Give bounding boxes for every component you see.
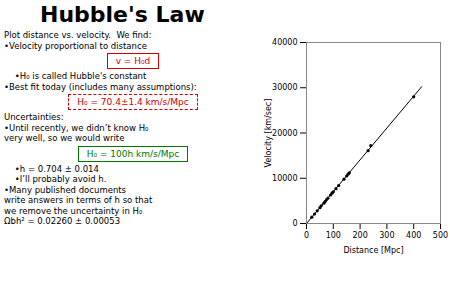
svg-text:30000: 30000 <box>272 83 297 92</box>
html-text:•Until recently, we didn’t kno: •Until recently, we didn’t know H₀ <box>4 122 149 133</box>
svg-text:500: 500 <box>433 231 448 240</box>
html-text:•Velocity proportional to dist: •Velocity proportional to distance <box>4 40 147 51</box>
html-text:Hubble's Law: Hubble's Law <box>40 2 205 27</box>
html-text:Uncertainties:: Uncertainties: <box>4 112 64 122</box>
html-text:•H₀ is called Hubble's constan: •H₀ is called Hubble's constant <box>4 71 147 81</box>
html-text:very well, so we would write: very well, so we would write <box>4 133 125 143</box>
html-text:•Many published documents: •Many published documents <box>4 184 126 195</box>
html-text:•I’ll probably avoid h.: •I’ll probably avoid h. <box>4 174 107 184</box>
svg-text:Velocity [km/sec]: Velocity [km/sec] <box>264 99 273 168</box>
svg-text:100: 100 <box>326 231 341 240</box>
html-text:•h = 0.704 ± 0.014: •h = 0.704 ± 0.014 <box>4 163 99 174</box>
html-text:v = H₀d: v = H₀d <box>115 56 151 66</box>
svg-text:0: 0 <box>292 219 297 228</box>
html-text:Plot distance vs. velocity. We: Plot distance vs. velocity. We find: <box>4 30 152 40</box>
svg-text:Distance [Mpc]: Distance [Mpc] <box>343 246 403 255</box>
html-text:write answers in terms of h so: write answers in terms of h so that <box>4 195 153 205</box>
svg-text:40000: 40000 <box>272 38 297 47</box>
html-text:H₀ = 70.4±1.4 km/s/Mpc: H₀ = 70.4±1.4 km/s/Mpc <box>77 97 189 107</box>
svg-text:400: 400 <box>406 231 421 240</box>
svg-text:10000: 10000 <box>272 174 297 183</box>
svg-text:300: 300 <box>379 231 394 240</box>
svg-text:20000: 20000 <box>272 129 297 138</box>
html-text:H₀ = 100h km/s/Mpc: H₀ = 100h km/s/Mpc <box>86 148 180 159</box>
svg-text:0: 0 <box>304 231 309 240</box>
html-text:•Best fit today (includes many: •Best fit today (includes many assumptio… <box>4 81 197 92</box>
html-text:we remove the uncertainty in H: we remove the uncertainty in H₀ <box>4 205 143 216</box>
html-text:Ωbh² = 0.02260 ± 0.00053: Ωbh² = 0.02260 ± 0.00053 <box>4 216 120 226</box>
svg-text:200: 200 <box>352 231 367 240</box>
